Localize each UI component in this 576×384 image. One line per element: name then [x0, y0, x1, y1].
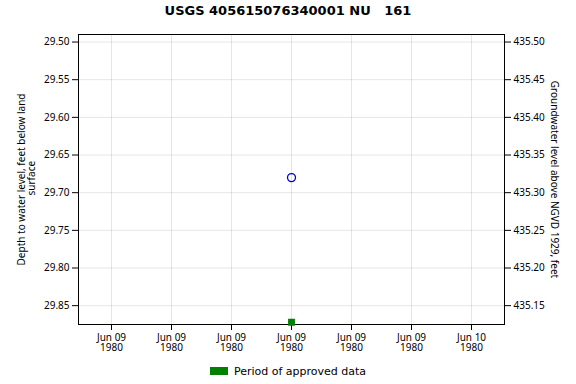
html-text:Period of approved data: Period of approved data: [233, 364, 367, 378]
svg-text:435.20: 435.20: [514, 260, 546, 274]
svg-text:29.50: 29.50: [44, 34, 70, 48]
svg-text:435.25: 435.25: [514, 223, 546, 237]
svg-text:Jun 091980: Jun 091980: [276, 330, 306, 354]
svg-text:29.85: 29.85: [44, 298, 70, 312]
svg-text:29.75: 29.75: [44, 223, 70, 237]
svg-text:Depth to water level, feet bel: Depth to water level, feet below land su…: [14, 94, 38, 266]
svg-text:435.50: 435.50: [514, 34, 546, 48]
svg-text:Jun 091980: Jun 091980: [336, 330, 366, 354]
svg-text:435.15: 435.15: [514, 298, 546, 312]
svg-text:435.30: 435.30: [514, 185, 546, 199]
html-text:USGS 405615076340001 NU 161: USGS 405615076340001 NU 161: [164, 3, 412, 18]
svg-text:435.45: 435.45: [514, 72, 546, 86]
svg-text:435.40: 435.40: [514, 110, 546, 124]
svg-text:29.55: 29.55: [44, 72, 70, 86]
svg-text:Jun 091980: Jun 091980: [96, 330, 126, 354]
svg-text:29.70: 29.70: [44, 185, 70, 199]
svg-text:Jun 091980: Jun 091980: [396, 330, 426, 354]
svg-text:29.80: 29.80: [44, 260, 70, 274]
svg-text:29.60: 29.60: [44, 110, 70, 124]
svg-text:Jun 091980: Jun 091980: [156, 330, 186, 354]
svg-text:Groundwater level above NGVD 1: Groundwater level above NGVD 1929, feet: [548, 81, 562, 279]
svg-text:435.35: 435.35: [514, 147, 546, 161]
svg-text:Jun 091980: Jun 091980: [216, 330, 246, 354]
svg-text:29.65: 29.65: [44, 147, 70, 161]
svg-text:Jun 101980: Jun 101980: [456, 330, 486, 354]
